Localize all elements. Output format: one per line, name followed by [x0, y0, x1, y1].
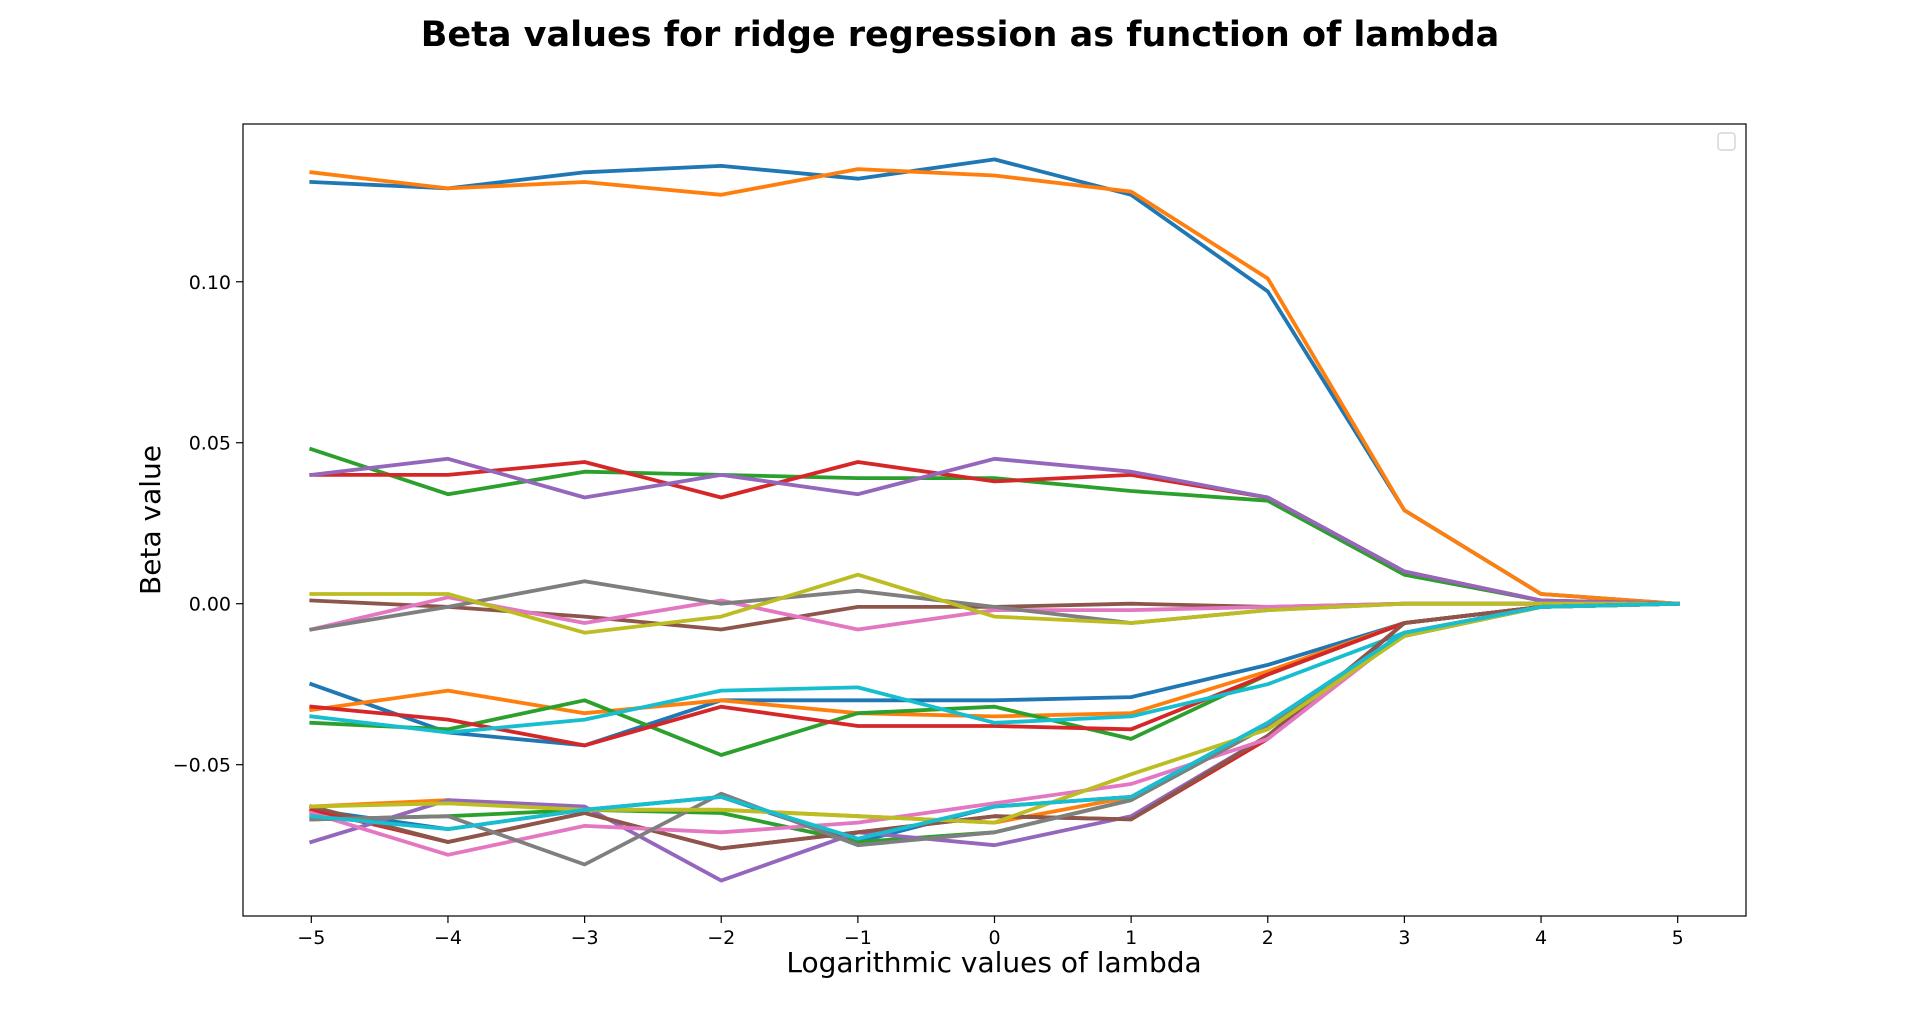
series-line-2	[309, 167, 1680, 606]
x-tick-label: −3	[571, 927, 599, 949]
plot-lines	[308, 157, 1680, 883]
x-tick-label: 4	[1535, 927, 1547, 949]
series-line-24	[309, 601, 1680, 841]
series-line-20	[308, 601, 1680, 851]
x-tick-label: 5	[1672, 927, 1684, 949]
plot-frame	[242, 123, 1747, 917]
x-tick-label: −4	[434, 927, 462, 949]
legend-box	[1717, 132, 1736, 151]
series-line-1	[309, 157, 1680, 606]
y-axis-label: Beta value	[134, 445, 167, 595]
chart-title: Beta values for ridge regression as func…	[421, 15, 1500, 55]
x-tick-label: −1	[844, 927, 872, 949]
series-line-23	[309, 601, 1680, 825]
y-tick-label: −0.05	[173, 755, 231, 777]
x-tick-label: −5	[297, 927, 325, 949]
series-line-9	[309, 572, 1680, 635]
x-axis-label: Logarithmic values of lambda	[786, 946, 1201, 979]
series-line-3	[308, 446, 1680, 606]
x-tick-label: −2	[707, 927, 735, 949]
y-axis-ticks: −0.05 0.00 0.05 0.10	[173, 272, 243, 777]
y-tick-label: 0.00	[189, 594, 231, 616]
y-tick-label: 0.05	[189, 433, 231, 455]
x-tick-label: 1	[1125, 927, 1137, 949]
y-tick-label: 0.10	[189, 272, 231, 294]
x-tick-label: 3	[1398, 927, 1410, 949]
series-line-5	[309, 456, 1680, 606]
x-tick-label: 2	[1262, 927, 1274, 949]
x-axis-ticks: −5 −4 −3 −2 −1 0 1 2 3 4 5	[297, 916, 1684, 949]
x-tick-label: 0	[988, 927, 1000, 949]
